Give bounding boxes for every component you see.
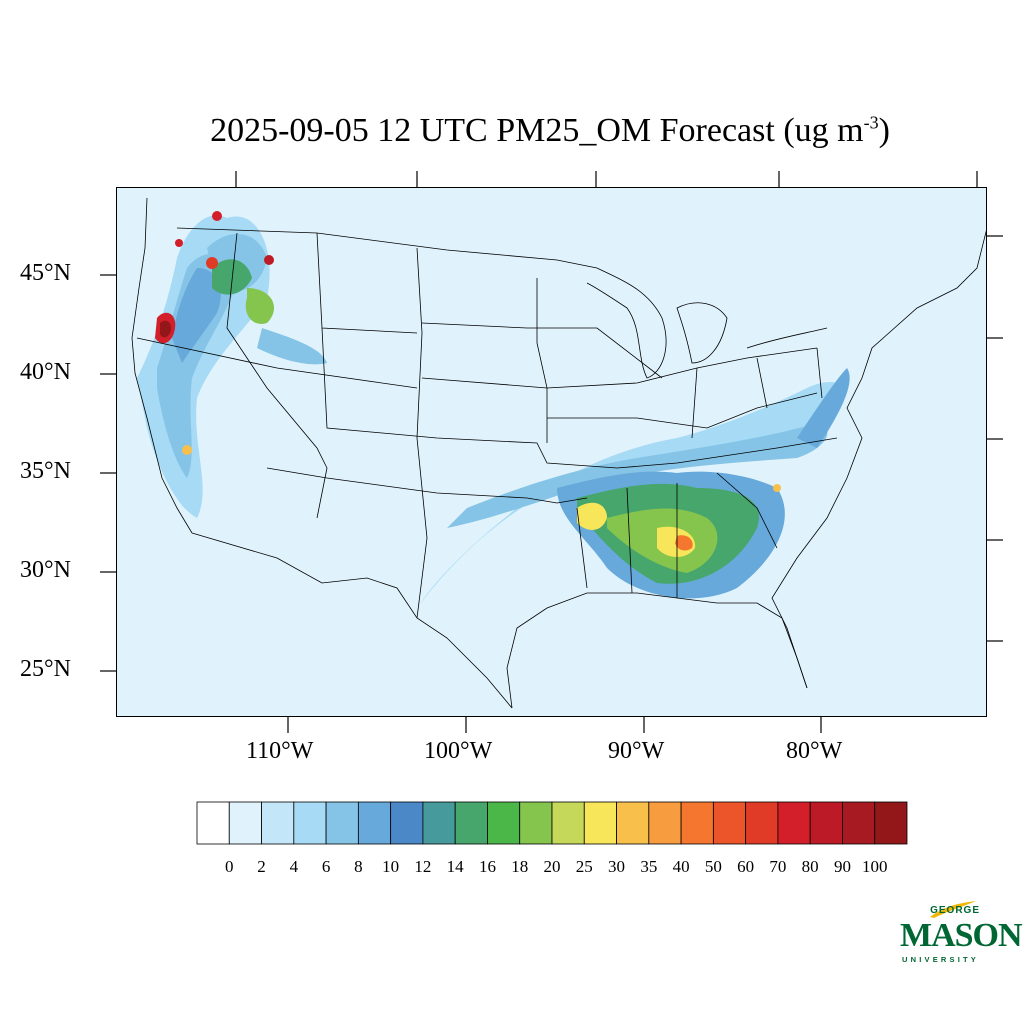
logo-swoosh-icon bbox=[930, 901, 976, 918]
colorbar-tick-label: 4 bbox=[289, 857, 299, 876]
concentration-field bbox=[137, 211, 850, 608]
colorbar-tick-label: 50 bbox=[704, 857, 722, 876]
colorbar-swatch bbox=[777, 801, 811, 845]
lat-label-45: 45°N bbox=[20, 260, 71, 286]
colorbar-tick-label: 6 bbox=[321, 857, 331, 876]
lon-label-80: 80°W bbox=[786, 738, 843, 764]
colorbar-swatch bbox=[712, 801, 747, 845]
colorbar-tick-label: 14 bbox=[446, 857, 464, 876]
borders bbox=[131, 197, 986, 709]
colorbar-swatch bbox=[583, 801, 617, 845]
lon-label-100: 100°W bbox=[424, 738, 493, 764]
lon-label-110: 110°W bbox=[246, 738, 314, 764]
colorbar-tick-label: 25 bbox=[575, 857, 593, 876]
title-superscript: -3 bbox=[863, 112, 879, 133]
colorbar-swatch bbox=[196, 801, 230, 845]
colorbar-tick-label: 10 bbox=[382, 857, 400, 876]
colorbar-swatch bbox=[519, 801, 553, 845]
colorbar-tick-label: 12 bbox=[414, 857, 432, 876]
colorbar-swatch bbox=[325, 801, 359, 845]
colorbar-tick-label: 20 bbox=[543, 857, 561, 876]
lat-label-35: 35°N bbox=[20, 458, 71, 484]
lat-label-40: 40°N bbox=[20, 359, 71, 385]
colorbar-swatch bbox=[874, 801, 908, 845]
colorbar-tick-label: 0 bbox=[225, 857, 234, 876]
colorbar-swatch bbox=[680, 801, 714, 845]
logo-university-text: UNIVERSITY bbox=[902, 955, 980, 964]
colorbar-swatch bbox=[454, 801, 488, 845]
colorbar-tick-label: 2 bbox=[257, 857, 266, 876]
colorbar-swatch bbox=[745, 801, 779, 845]
colorbar-swatch bbox=[228, 801, 262, 845]
colorbar-swatch bbox=[261, 801, 295, 845]
map-title: 2025-09-05 12 UTC PM25_OM Forecast (ug m… bbox=[0, 112, 1024, 150]
colorbar-tick-label: 35 bbox=[640, 857, 658, 876]
colorbar-swatch bbox=[809, 801, 843, 845]
forecast-map bbox=[116, 187, 987, 717]
title-text: 2025-09-05 12 UTC PM25_OM Forecast (ug m bbox=[210, 112, 864, 149]
lon-label-90: 90°W bbox=[608, 738, 665, 764]
colorbar-swatch bbox=[422, 801, 456, 845]
colorbar-swatch bbox=[357, 801, 392, 845]
colorbar-tick-label: 80 bbox=[801, 857, 819, 876]
colorbar-swatch bbox=[551, 801, 585, 845]
colorbar-tick-label: 90 bbox=[833, 857, 851, 876]
colorbar-tick-label: 8 bbox=[354, 857, 363, 876]
map-canvas bbox=[131, 197, 986, 709]
title-close: ) bbox=[878, 112, 890, 149]
lat-label-30: 30°N bbox=[20, 557, 71, 583]
lat-label-25: 25°N bbox=[20, 656, 71, 682]
colorbar-tick-label: 40 bbox=[672, 857, 690, 876]
colorbar-swatch bbox=[616, 801, 650, 845]
colorbar-swatch bbox=[390, 801, 424, 845]
logo-mason-text: MASON bbox=[900, 917, 1023, 954]
colorbar bbox=[196, 801, 908, 845]
colorbar-tick-label: 70 bbox=[769, 857, 787, 876]
colorbar-swatch bbox=[487, 801, 521, 845]
colorbar-swatch bbox=[293, 801, 327, 845]
colorbar-tick-label: 18 bbox=[511, 857, 529, 876]
logo-george-text: GEORGE bbox=[930, 905, 980, 916]
colorbar-swatch bbox=[648, 801, 682, 845]
gmu-logo: GEORGE MASON UNIVERSITY bbox=[898, 901, 1023, 965]
colorbar-swatch bbox=[842, 801, 876, 845]
colorbar-tick-label: 16 bbox=[478, 857, 496, 876]
colorbar-tick-label: 30 bbox=[608, 857, 626, 876]
colorbar-tick-label: 60 bbox=[737, 857, 755, 876]
colorbar-tick-label: 100 bbox=[861, 857, 888, 876]
